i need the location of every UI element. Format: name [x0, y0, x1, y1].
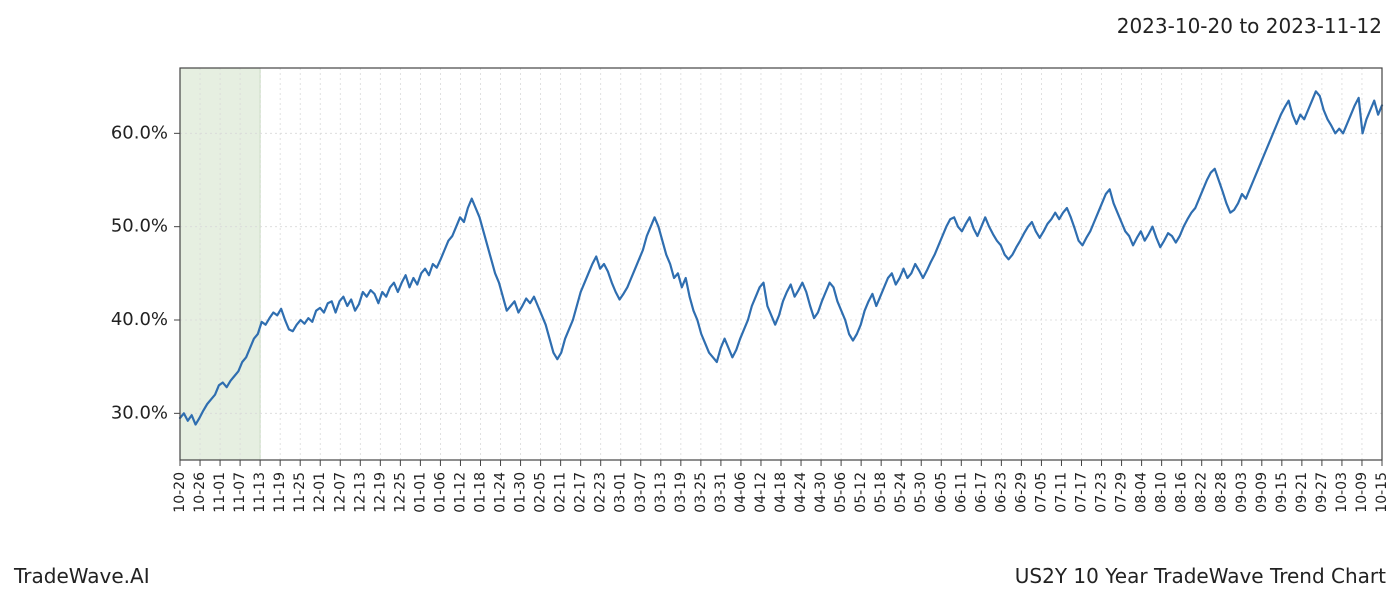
- x-tick-label: 11-25: [292, 472, 308, 513]
- x-tick-label: 05-18: [873, 472, 889, 513]
- y-tick-label: 50.0%: [111, 216, 168, 237]
- x-tick-label: 01-12: [452, 472, 468, 513]
- x-tick-label: 03-19: [673, 472, 689, 513]
- x-tick-label: 06-23: [993, 472, 1009, 513]
- x-tick-label: 08-28: [1214, 472, 1230, 513]
- x-tick-label: 06-11: [953, 472, 969, 513]
- x-tick-label: 11-07: [232, 472, 248, 513]
- chart-svg: 30.0% 40.0% 50.0% 60.0% 10-2010-2611-0111-07…: [0, 50, 1400, 550]
- x-tick-label: 11-13: [252, 472, 268, 513]
- y-tick-label: 40.0%: [111, 309, 168, 330]
- x-tick-label: 01-30: [513, 472, 529, 513]
- x-tick-label: 05-30: [913, 472, 929, 513]
- brand-label: TradeWave.AI: [14, 564, 150, 588]
- x-tick-label: 09-03: [1234, 472, 1250, 513]
- x-tick-label: 02-23: [593, 472, 609, 513]
- x-tick-label: 07-29: [1114, 472, 1130, 513]
- x-tick-label: 12-25: [392, 472, 408, 513]
- x-tick-label: 04-18: [773, 472, 789, 513]
- x-tick-label: 09-21: [1294, 472, 1310, 513]
- x-tick-label: 06-05: [933, 472, 949, 513]
- x-tick-label: 12-13: [352, 472, 368, 513]
- x-tick-label: 10-09: [1354, 472, 1370, 513]
- x-tick-label: 02-11: [553, 472, 569, 513]
- x-tick-label: 04-12: [753, 472, 769, 513]
- x-tick-label: 09-27: [1314, 472, 1330, 513]
- x-tick-label: 12-01: [312, 472, 328, 513]
- x-tick-label: 10-03: [1334, 472, 1350, 513]
- x-tick-label: 03-07: [633, 472, 649, 513]
- chart-title-label: US2Y 10 Year TradeWave Trend Chart: [1015, 564, 1386, 588]
- x-tick-label: 09-09: [1254, 472, 1270, 513]
- x-tick-label: 12-19: [372, 472, 388, 513]
- x-tick-label: 12-07: [332, 472, 348, 513]
- x-tick-label: 10-15: [1374, 472, 1390, 513]
- x-tick-label: 01-01: [412, 472, 428, 513]
- x-tick-label: 07-11: [1053, 472, 1069, 513]
- x-tick-label: 01-06: [432, 472, 448, 513]
- x-tick-label: 05-12: [853, 472, 869, 513]
- x-tick-label: 03-25: [693, 472, 709, 513]
- x-tick-label: 02-05: [533, 472, 549, 513]
- x-tick-label: 03-01: [613, 472, 629, 513]
- y-tick-label: 30.0%: [111, 402, 168, 423]
- x-tick-label: 05-06: [833, 472, 849, 513]
- x-tick-label: 01-24: [493, 472, 509, 513]
- x-tick-label: 02-17: [573, 472, 589, 513]
- x-tick-label: 04-30: [813, 472, 829, 513]
- x-tick-label: 10-26: [192, 472, 208, 513]
- x-tick-label: 08-16: [1174, 472, 1190, 513]
- x-tick-label: 11-01: [212, 472, 228, 513]
- x-tick-label: 07-05: [1033, 472, 1049, 513]
- chart-area: 30.0% 40.0% 50.0% 60.0% 10-2010-2611-0111-07…: [0, 50, 1400, 550]
- x-tick-label: 08-22: [1194, 472, 1210, 513]
- x-tick-label: 01-18: [473, 472, 489, 513]
- x-tick-label: 07-23: [1094, 472, 1110, 513]
- x-tick-label: 09-15: [1274, 472, 1290, 513]
- x-tick-label: 08-04: [1134, 472, 1150, 513]
- x-tick-label: 04-06: [733, 472, 749, 513]
- y-tick-label: 60.0%: [111, 122, 168, 143]
- x-tick-label: 11-19: [272, 472, 288, 513]
- x-tick-label: 06-17: [973, 472, 989, 513]
- x-tick-label: 06-29: [1013, 472, 1029, 513]
- x-tick-label: 10-20: [172, 472, 188, 513]
- x-tick-label: 04-24: [793, 472, 809, 513]
- x-tick-label: 03-31: [713, 472, 729, 513]
- x-tick-label: 08-10: [1154, 472, 1170, 513]
- x-tick-label: 05-24: [893, 472, 909, 513]
- x-tick-label: 07-17: [1074, 472, 1090, 513]
- x-tick-label: 03-13: [653, 472, 669, 513]
- date-range-label: 2023-10-20 to 2023-11-12: [1117, 14, 1382, 38]
